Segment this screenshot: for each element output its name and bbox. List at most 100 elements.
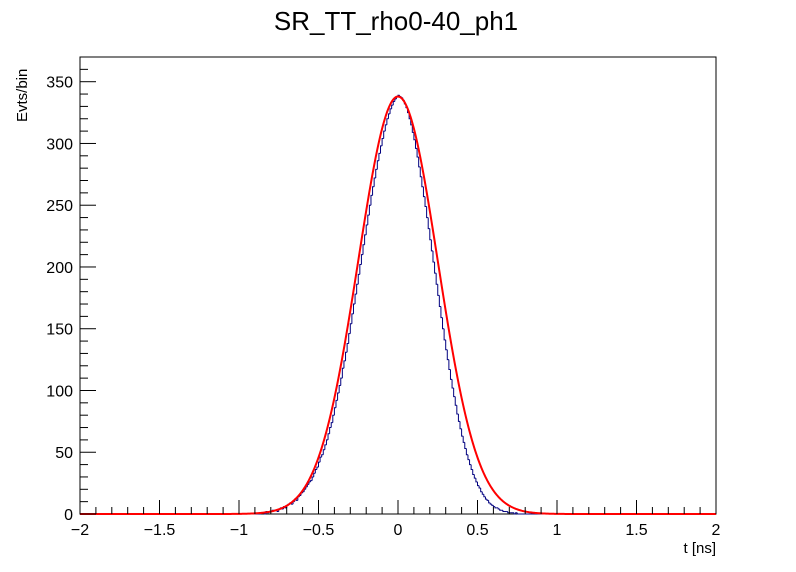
histogram-bin xyxy=(429,228,432,241)
histogram-bin xyxy=(445,339,448,351)
histogram-bin xyxy=(359,264,362,275)
x-tick-label: −0.5 xyxy=(303,522,335,539)
histogram-bin xyxy=(411,124,414,133)
histogram-bin xyxy=(373,177,376,187)
histogram-bin xyxy=(306,483,309,487)
x-tick-label: 2 xyxy=(712,522,721,539)
y-tick-label: 150 xyxy=(46,322,73,339)
histogram-bin xyxy=(356,283,359,295)
histogram-bin xyxy=(384,124,387,132)
gaussian-fit-curve xyxy=(80,95,716,515)
histogram-bin xyxy=(343,360,346,369)
y-tick-label: 300 xyxy=(46,136,73,153)
histogram-bin xyxy=(340,377,343,386)
histogram-bin xyxy=(440,306,443,319)
histogram-bin xyxy=(481,491,484,495)
y-tick-label: 350 xyxy=(46,75,73,92)
histogram-bin xyxy=(364,234,367,245)
histogram-bin xyxy=(335,399,338,408)
histogram-bin xyxy=(435,273,438,285)
histogram-bin xyxy=(418,157,421,168)
histogram-bin xyxy=(372,186,375,196)
histogram-bin xyxy=(513,512,516,515)
histogram-bin xyxy=(426,206,429,219)
histogram-bin xyxy=(427,217,430,230)
x-axis: −2 −1.5 −1 −0.5 0 0.5 1 1.5 2 xyxy=(71,500,721,539)
histogram-bin xyxy=(442,317,445,330)
histogram-bin xyxy=(391,104,394,109)
histogram-bin xyxy=(375,168,378,179)
histogram-bin xyxy=(475,478,478,483)
histogram-bin xyxy=(337,392,340,401)
histogram-bin xyxy=(333,407,336,416)
histogram-bin xyxy=(430,239,433,252)
histogram-bin xyxy=(302,491,305,494)
fit-curve-layer xyxy=(80,95,716,515)
histogram-bin xyxy=(443,328,446,341)
histogram-bin xyxy=(349,323,352,334)
x-axis-label: t [ns] xyxy=(683,540,716,557)
histogram-bin xyxy=(502,510,505,513)
histogram-bin xyxy=(488,500,491,504)
histogram-bin xyxy=(448,359,451,370)
histogram-bin xyxy=(434,262,437,274)
histogram-bin xyxy=(422,186,426,198)
histogram-bin xyxy=(354,293,357,305)
histogram-bin xyxy=(516,512,519,515)
histogram-bin xyxy=(360,254,364,265)
histogram-bin xyxy=(365,224,368,235)
histogram-bin xyxy=(314,469,317,474)
histogram-bin xyxy=(313,472,316,477)
histogram-bin xyxy=(389,108,392,114)
histogram-layer xyxy=(80,94,716,515)
histogram-bin xyxy=(345,351,348,361)
histogram-bin xyxy=(338,385,341,393)
histogram-bin xyxy=(483,494,486,498)
histogram-bin xyxy=(352,303,356,314)
histogram-bin xyxy=(494,506,497,509)
histogram-bin xyxy=(322,449,325,455)
histogram-bin xyxy=(432,250,435,263)
histogram-bin xyxy=(348,333,351,344)
histogram-bin xyxy=(332,414,335,423)
histogram-bin xyxy=(321,454,324,458)
histogram-bin xyxy=(378,152,381,161)
chart-title: SR_TT_rho0-40_ph1 xyxy=(274,6,518,36)
y-axis: 0 50 100 150 200 250 300 350 xyxy=(46,56,96,524)
histogram-bin xyxy=(413,132,416,141)
histogram-bin xyxy=(392,100,395,106)
histogram-bin xyxy=(324,444,327,450)
histogram-bin xyxy=(462,436,465,443)
histogram-bin xyxy=(489,502,492,505)
histogram-bin xyxy=(414,139,418,149)
histogram-bin xyxy=(499,509,502,511)
histogram-bin xyxy=(308,481,311,485)
histogram-bin xyxy=(424,196,427,207)
y-axis-label: Evts/bin xyxy=(14,69,31,122)
x-tick-label: 0.5 xyxy=(466,522,488,539)
histogram-bin xyxy=(464,442,467,450)
histogram-bin xyxy=(380,145,383,154)
histogram-bin xyxy=(351,313,354,324)
histogram-bin xyxy=(446,349,449,361)
y-tick-label: 0 xyxy=(64,507,73,524)
y-tick-label: 50 xyxy=(55,445,73,462)
histogram-bin xyxy=(484,496,488,500)
histogram-bin xyxy=(325,439,329,445)
y-tick-label: 100 xyxy=(46,383,73,400)
y-tick-label: 250 xyxy=(46,198,73,215)
histogram-bin xyxy=(461,428,464,437)
histogram-bin xyxy=(472,469,475,475)
histogram-bin xyxy=(469,459,472,466)
x-tick-label: −2 xyxy=(71,522,89,539)
histogram-bin xyxy=(386,118,389,125)
histogram-bin xyxy=(316,466,319,470)
histogram-bin xyxy=(318,461,321,468)
histogram-bin xyxy=(376,160,379,170)
histogram-bin xyxy=(473,474,476,479)
histogram-bin xyxy=(346,343,349,353)
histogram-bin xyxy=(467,454,470,461)
x-tick-label: −1 xyxy=(230,522,248,539)
histogram-bin xyxy=(454,396,457,406)
